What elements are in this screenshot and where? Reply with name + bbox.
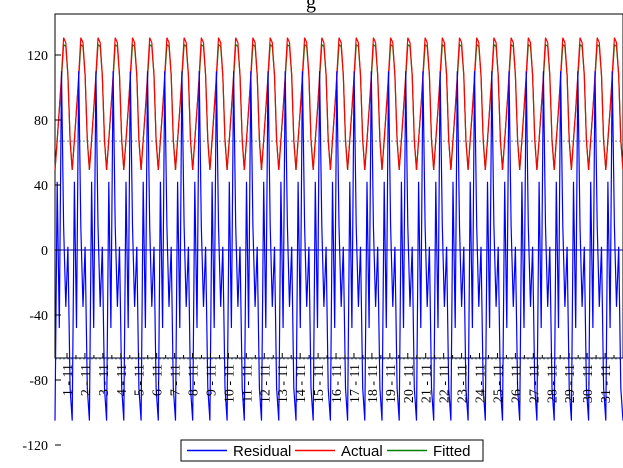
- legend-label-residual: Residual: [233, 443, 291, 460]
- x-tick-label: 24 - 11: [474, 364, 489, 403]
- legend-label-actual: Actual: [341, 443, 383, 460]
- series-line-actual: [54, 37, 623, 170]
- x-tick-label: 16 - 11: [330, 364, 345, 403]
- x-tick-label: 21 - 11: [420, 364, 435, 403]
- x-tick-label: 6 - 11: [151, 364, 166, 396]
- x-tick-label: 23 - 11: [456, 364, 471, 403]
- x-tick-label: 31 - 11: [599, 364, 614, 403]
- x-tick-label: 15 - 11: [312, 364, 327, 403]
- y-tick-label: -40: [29, 309, 48, 324]
- x-tick-label: 12 - 11: [258, 364, 273, 403]
- x-tick-label: 13 - 11: [276, 364, 291, 403]
- y-tick-label: 40: [34, 179, 48, 194]
- y-tick-label: -80: [29, 374, 48, 389]
- y-tick-label: -120: [22, 439, 48, 454]
- y-tick-label: 120: [27, 49, 48, 64]
- x-tick-label: 28 - 11: [545, 364, 560, 403]
- x-tick-label: 10 - 11: [222, 364, 237, 403]
- x-tick-label: 18 - 11: [366, 364, 381, 403]
- x-tick-label: 4 - 11: [115, 364, 130, 396]
- x-tick-label: 19 - 11: [384, 364, 399, 403]
- x-tick-label: 26 - 11: [509, 364, 524, 403]
- x-tick-label: 8 - 11: [187, 364, 202, 396]
- x-tick-label: 1 - 11: [61, 364, 76, 396]
- x-tick-label: 11 - 11: [240, 364, 255, 403]
- chart-title: g: [306, 0, 316, 13]
- x-tick-label: 9 - 11: [205, 364, 220, 396]
- x-tick-label: 20 - 11: [402, 364, 417, 403]
- x-tick-label: 30 - 11: [581, 364, 596, 403]
- x-tick-label: 27 - 11: [527, 364, 542, 403]
- x-tick-label: 5 - 11: [133, 364, 148, 396]
- x-tick-label: 25 - 11: [492, 364, 507, 403]
- x-tick-label: 29 - 11: [563, 364, 578, 403]
- legend-label-fitted: Fitted: [433, 443, 471, 460]
- plot-frame: [54, 13, 623, 359]
- y-tick-label: 80: [34, 114, 48, 129]
- y-tick-label: 0: [41, 244, 48, 259]
- x-tick-label: 22 - 11: [438, 364, 453, 403]
- x-tick-label: 3 - 11: [97, 364, 112, 396]
- x-tick-label: 2 - 11: [79, 364, 94, 396]
- x-tick-label: 7 - 11: [169, 364, 184, 396]
- x-tick-label: 17 - 11: [348, 364, 363, 403]
- series-line-residual: [54, 71, 623, 421]
- x-tick-label: 14 - 11: [294, 364, 309, 403]
